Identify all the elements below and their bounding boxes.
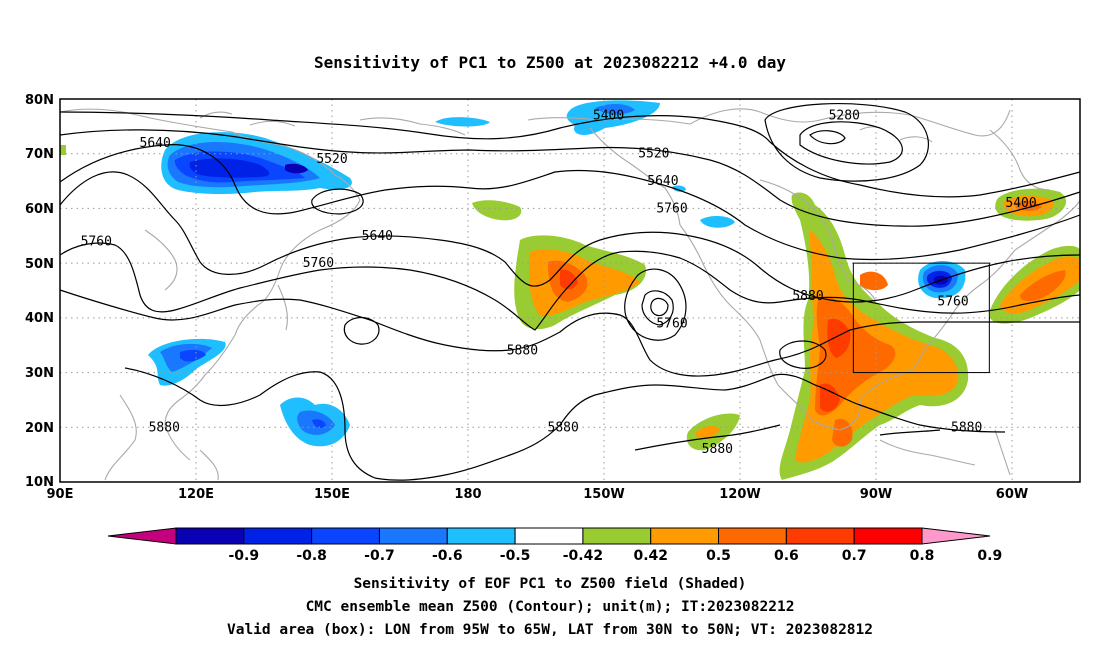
lat-tick-label: 80N	[25, 93, 54, 108]
contour-label: 5640	[647, 174, 678, 189]
contour-label: 5880	[507, 344, 538, 359]
colorbar: -0.9 -0.8 -0.7 -0.6 -0.5 -0.42 0.42 0.5 0.6 0.7 0.…	[107, 527, 1002, 564]
colorbar-tick-label: 0.7	[842, 548, 867, 564]
lat-tick-label: 40N	[25, 311, 54, 326]
contour-label: 5760	[656, 201, 687, 216]
figure-title: Sensitivity of PC1 to Z500 at 2023082212…	[314, 53, 786, 72]
lon-tick-label: 150E	[314, 487, 350, 502]
lon-tick-label: 120W	[719, 487, 760, 502]
colorbar-extend-high	[921, 527, 991, 545]
sensitivity-shading	[60, 100, 1080, 481]
colorbar-bin	[582, 527, 652, 545]
contour-label: 5880	[702, 442, 733, 457]
contour-label: 5520	[316, 152, 347, 167]
colorbar-tick-label: -0.8	[296, 548, 327, 564]
contour-label: 5640	[140, 136, 171, 151]
valid-area-box	[852, 262, 990, 374]
colorbar-bin	[175, 527, 245, 545]
contour-label: 5760	[81, 234, 112, 249]
lat-tick-label: 70N	[25, 147, 54, 162]
contour-label: 5880	[149, 420, 180, 435]
colorbar-tick-label: 0.42	[633, 548, 668, 564]
colorbar-tick-label: 0.9	[977, 548, 1002, 564]
colorbar-tick-label: 0.5	[706, 548, 731, 564]
colorbar-bin	[853, 527, 923, 545]
lat-tick-label: 10N	[25, 475, 54, 490]
colorbar-bin	[311, 527, 380, 545]
contour-label: 5640	[362, 229, 393, 244]
lat-lon-grid	[60, 99, 1080, 482]
map-panel: 5280 5400 5400 5520 5520 5640 5640 5640 5760 5760…	[59, 98, 1081, 483]
lat-tick-label: 60N	[25, 202, 54, 217]
colorbar-bin	[446, 527, 516, 545]
colorbar-tick-label: -0.9	[229, 548, 260, 564]
colorbar-bin	[243, 527, 313, 545]
figure-captions: Sensitivity of EOF PC1 to Z500 field (Sh…	[227, 576, 873, 638]
caption-valid-area: Valid area (box): LON from 95W to 65W, L…	[227, 622, 873, 638]
lon-tick-label: 90E	[47, 487, 74, 502]
contour-label: 5880	[951, 420, 982, 435]
caption-contour: CMC ensemble mean Z500 (Contour); unit(m…	[306, 599, 795, 615]
colorbar-tick-label: -0.6	[432, 548, 463, 564]
contour-label: 5760	[303, 256, 334, 271]
lat-tick-label: 20N	[25, 421, 54, 436]
latitude-ticks: 80N 70N 60N 50N 40N 30N 20N 10N	[25, 93, 54, 490]
lon-tick-label: 180	[454, 487, 481, 502]
lon-tick-label: 120E	[178, 487, 214, 502]
map-frame	[59, 98, 1081, 483]
colorbar-tick-label: -0.42	[563, 548, 603, 564]
lon-tick-label: 60W	[996, 487, 1028, 502]
longitude-ticks: 90E 120E 150E 180 150W 120W 90W 60W	[47, 487, 1029, 502]
contour-label: 5760	[937, 294, 968, 309]
contour-label: 5520	[638, 147, 669, 162]
lon-tick-label: 90W	[860, 487, 892, 502]
lon-tick-label: 150W	[583, 487, 624, 502]
contour-label: 5880	[548, 420, 579, 435]
colorbar-bin	[650, 527, 720, 545]
colorbar-tick-label: -0.7	[364, 548, 395, 564]
contour-label: 5880	[792, 289, 823, 304]
contour-label: 5400	[593, 108, 624, 123]
colorbar-tick-label: 0.6	[774, 548, 799, 564]
colorbar-tick-label: 0.8	[910, 548, 935, 564]
contour-label: 5400	[1005, 196, 1036, 211]
lat-tick-label: 30N	[25, 366, 54, 381]
colorbar-bin	[718, 527, 787, 545]
contour-label: 5760	[656, 316, 687, 331]
contour-labels: 5280 5400 5400 5520 5520 5640 5640 5640 5760 5760…	[81, 108, 1037, 457]
colorbar-tick-label: -0.5	[500, 548, 531, 564]
colorbar-bin	[514, 527, 584, 545]
caption-shading: Sensitivity of EOF PC1 to Z500 field (Sh…	[354, 576, 747, 592]
lat-tick-label: 50N	[25, 257, 54, 272]
colorbar-bin	[378, 527, 448, 545]
contour-label: 5280	[829, 108, 860, 123]
colorbar-bin	[785, 527, 855, 545]
z500-contours	[59, 103, 1081, 481]
colorbar-extend-low	[107, 527, 177, 545]
